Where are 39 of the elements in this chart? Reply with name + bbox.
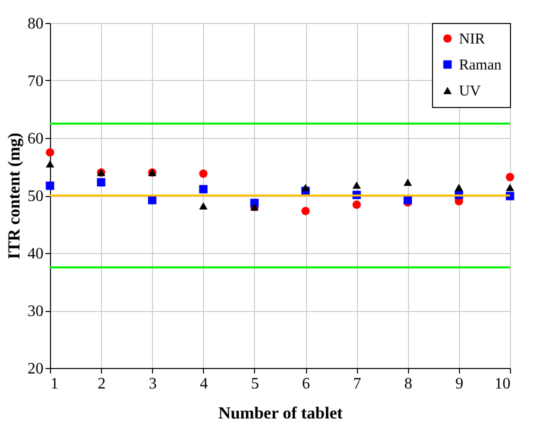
point [301, 206, 310, 216]
x-tick-label: 6 [302, 376, 310, 392]
legend-label: Raman [459, 58, 502, 74]
point [454, 184, 464, 192]
legend-label: UV [459, 84, 481, 100]
point [148, 196, 156, 204]
point [199, 169, 208, 178]
y-tick-label: 50 [28, 188, 44, 205]
point [46, 148, 54, 157]
point [404, 178, 412, 186]
x-tick-label: 4 [200, 376, 208, 392]
point [199, 202, 208, 210]
point [46, 182, 54, 190]
legend-label: NIR [459, 32, 485, 48]
x-tick-label: 7 [353, 376, 362, 392]
x-tick-label: 3 [148, 376, 157, 392]
x-tick-label: 1 [50, 376, 58, 392]
point [404, 196, 412, 204]
point [352, 200, 361, 209]
y-tick-label: 30 [28, 303, 44, 320]
y-tick-label: 70 [28, 73, 44, 90]
point [506, 172, 514, 182]
x-tick-label: 8 [404, 376, 412, 392]
x-tick-label: 5 [250, 376, 259, 392]
y-tick-label: 40 [28, 246, 44, 262]
x-tick-label: 10 [494, 376, 510, 392]
point [506, 184, 514, 192]
y-tick-label: 80 [28, 16, 44, 32]
point [46, 160, 54, 168]
point [352, 182, 361, 189]
y-axis-title: ITR content (mg) [4, 132, 24, 260]
point [96, 178, 106, 186]
y-tick-label: 60 [28, 130, 44, 148]
point [301, 184, 310, 192]
x-tick-label: 2 [98, 376, 106, 392]
point [199, 184, 208, 194]
y-tick-label: 20 [28, 360, 44, 378]
x-tick-label: 9 [455, 376, 464, 392]
x-axis-title: Number of tablet [218, 404, 344, 422]
